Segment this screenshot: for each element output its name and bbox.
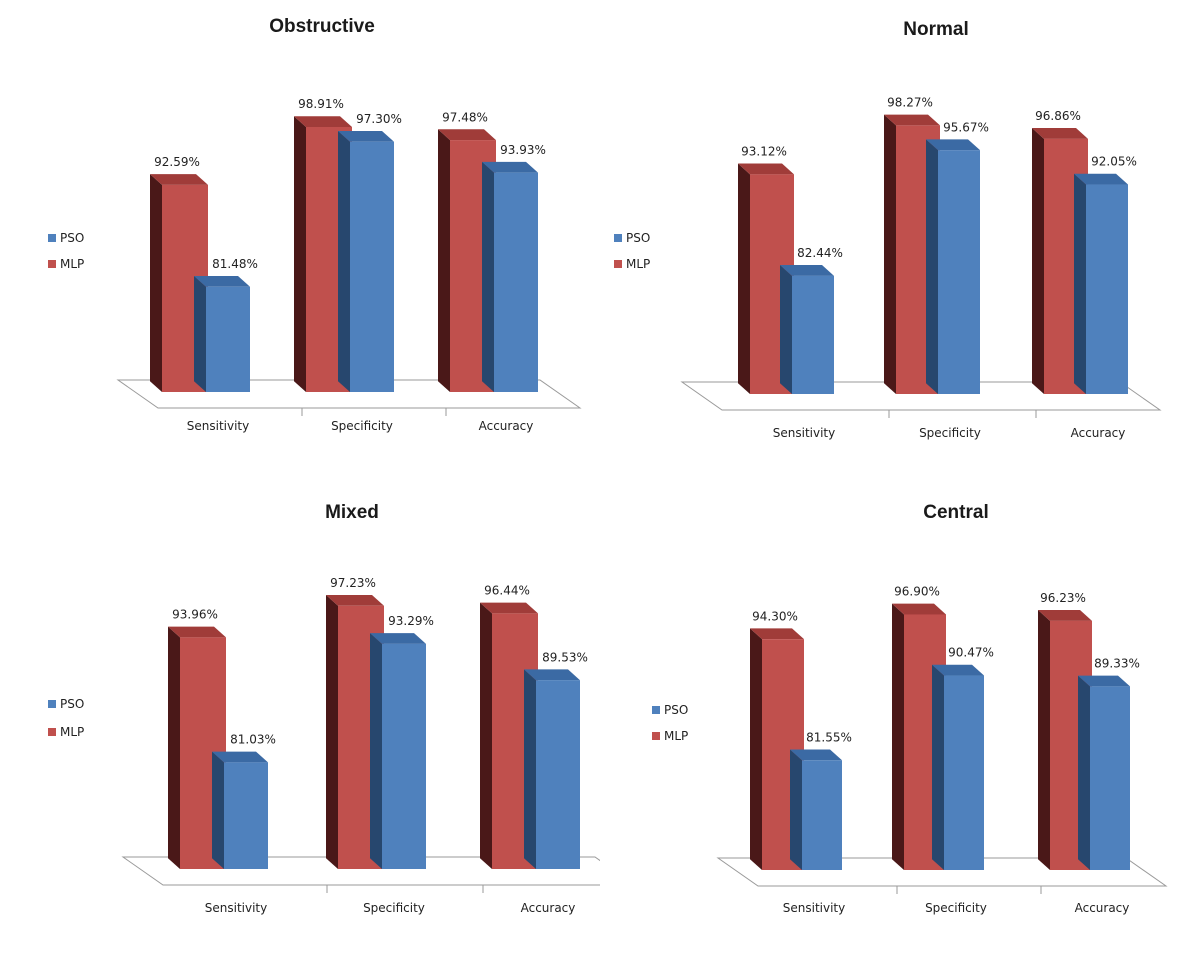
category-label: Accuracy (1071, 426, 1126, 440)
category-label: Specificity (363, 901, 425, 915)
bar-pso (1078, 675, 1130, 870)
legend-label: MLP (664, 729, 688, 743)
legend-swatch (614, 260, 622, 268)
chart-panel-central: Central 94.30% 81.55% Sensitivity 96.90% 90.4… (600, 482, 1200, 964)
data-label-mlp: 98.91% (298, 97, 344, 111)
bar-chart-3d: Mixed 93.96% 81.03% Sensitivity 97.23% 93.29%… (48, 502, 600, 915)
legend-label: PSO (626, 231, 650, 245)
data-label-mlp: 96.44% (484, 584, 530, 598)
data-label-pso: 89.33% (1094, 657, 1140, 671)
data-label-pso: 81.48% (212, 257, 258, 271)
bar-chart-3d: Central 94.30% 81.55% Sensitivity 96.90% 90.4… (652, 502, 1168, 915)
chart-panel-normal: Normal 93.12% 82.44% Sensitivity 98.27% 95.67… (600, 0, 1200, 482)
bar-pso (790, 749, 842, 870)
category-label: Sensitivity (773, 426, 835, 440)
legend-label: PSO (60, 231, 84, 245)
legend-label: PSO (60, 697, 84, 711)
category-label: Sensitivity (205, 901, 267, 915)
category-label: Accuracy (1075, 901, 1130, 915)
chart-title: Normal (903, 19, 968, 40)
chart-title: Central (923, 502, 988, 523)
legend-swatch (48, 728, 56, 736)
legend-swatch (652, 732, 660, 740)
bar-pso (338, 130, 394, 392)
chart-panel-obstructive: Obstructive 92.59% 81.48% Sensitivity 98.91%… (0, 0, 600, 482)
bar-pso (524, 669, 580, 869)
category-label: Specificity (331, 419, 393, 433)
data-label-mlp: 97.23% (330, 576, 376, 590)
data-label-mlp: 97.48% (442, 110, 488, 124)
bar-pso (780, 265, 834, 394)
category-label: Accuracy (521, 901, 576, 915)
data-label-pso: 90.47% (948, 646, 994, 660)
legend-swatch (652, 706, 660, 714)
data-label-pso: 97.30% (356, 112, 402, 126)
data-label-pso: 92.05% (1091, 155, 1137, 169)
legend-swatch (48, 260, 56, 268)
data-label-mlp: 96.23% (1040, 591, 1086, 605)
bar-pso (932, 664, 984, 870)
bar-chart-3d: Normal 93.12% 82.44% Sensitivity 98.27% 95.67… (614, 19, 1162, 440)
category-label: Sensitivity (187, 419, 249, 433)
data-label-pso: 95.67% (943, 120, 989, 134)
legend-label: MLP (60, 257, 84, 271)
category-label: Accuracy (479, 419, 534, 433)
data-label-pso: 81.03% (230, 733, 276, 747)
bar-pso (212, 751, 268, 869)
legend-swatch (48, 700, 56, 708)
data-label-pso: 89.53% (542, 650, 588, 664)
bar-pso (1074, 173, 1128, 394)
data-label-mlp: 98.27% (887, 96, 933, 110)
legend-label: MLP (626, 257, 650, 271)
data-label-mlp: 92.59% (154, 155, 200, 169)
bar-pso (370, 633, 426, 869)
bar-mlp (168, 626, 226, 869)
chart-panel-mixed: Mixed 93.96% 81.03% Sensitivity 97.23% 93.29%… (0, 482, 600, 964)
legend-label: PSO (664, 703, 688, 717)
legend-swatch (614, 234, 622, 242)
data-label-mlp: 93.96% (172, 608, 218, 622)
bar-pso (926, 139, 980, 394)
chart-title: Obstructive (269, 16, 375, 37)
data-label-mlp: 94.30% (752, 609, 798, 623)
legend-swatch (48, 234, 56, 242)
data-label-pso: 93.93% (500, 143, 546, 157)
data-label-mlp: 96.90% (894, 585, 940, 599)
data-label-pso: 93.29% (388, 614, 434, 628)
bar-chart-3d: Obstructive 92.59% 81.48% Sensitivity 98.91%… (48, 16, 582, 433)
bar-pso (482, 161, 538, 392)
data-label-pso: 81.55% (806, 730, 852, 744)
legend-label: MLP (60, 725, 84, 739)
category-label: Specificity (925, 901, 987, 915)
data-label-mlp: 93.12% (741, 145, 787, 159)
data-label-mlp: 96.86% (1035, 109, 1081, 123)
chart-title: Mixed (325, 502, 379, 523)
bar-pso (194, 275, 250, 392)
category-label: Sensitivity (783, 901, 845, 915)
category-label: Specificity (919, 426, 981, 440)
data-label-pso: 82.44% (797, 246, 843, 260)
